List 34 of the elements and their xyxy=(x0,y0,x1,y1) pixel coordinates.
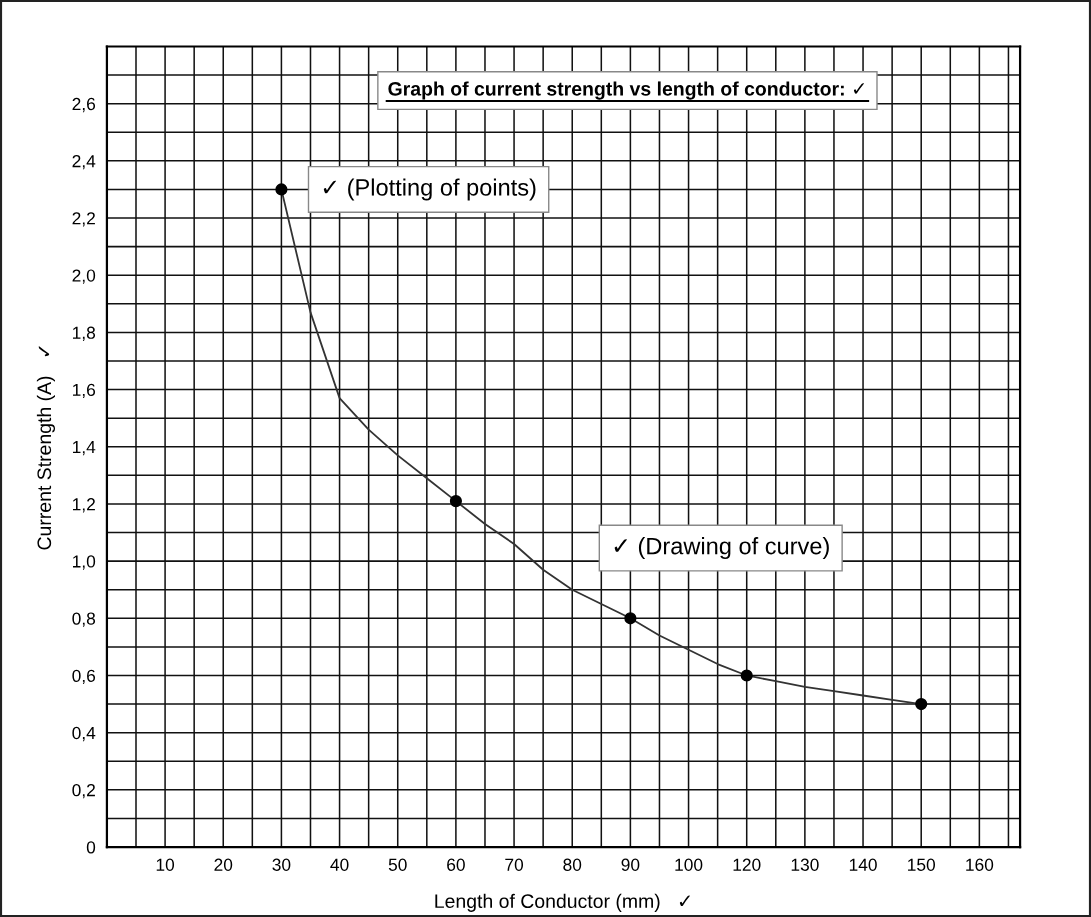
y-axis-title: Current Strength (A) ✓ xyxy=(36,346,56,550)
x-tick-label: 140 xyxy=(849,858,877,871)
y-tick-label: 2,6 xyxy=(72,97,96,113)
x-axis-title: Length of Conductor (mm) ✓ xyxy=(435,893,690,912)
x-tick-label: 70 xyxy=(505,858,524,871)
y-tick-label: 2,0 xyxy=(72,269,96,284)
x-tick-label: 90 xyxy=(621,858,640,871)
x-tick-label: 150 xyxy=(908,858,936,871)
annotation: ✓ (Drawing of curve) xyxy=(614,537,829,560)
x-tick-label: 10 xyxy=(156,858,175,871)
x-tick-label: 60 xyxy=(447,858,465,871)
x-tick-label: 130 xyxy=(791,858,819,871)
y-tick-label: 0,8 xyxy=(72,612,96,627)
y-tick-label: 1,6 xyxy=(73,383,96,399)
y-tick-label: 1,8 xyxy=(73,326,96,341)
y-tick-label: 0 xyxy=(86,841,96,854)
text: Graph of current strength vs length of conductor: ✓ xyxy=(388,81,864,100)
x-tick-label: 160 xyxy=(966,858,994,871)
y-tick-label: 0,6 xyxy=(72,669,96,684)
y-tick-label: 1,0 xyxy=(73,555,96,570)
x-tick-label: 80 xyxy=(563,858,582,871)
y-tick-label: 0,2 xyxy=(72,784,95,799)
x-tick-label: 100 xyxy=(675,858,703,871)
y-tick-label: 1,4 xyxy=(73,441,96,456)
x-tick-label: 50 xyxy=(388,858,407,871)
y-tick-label: 2,4 xyxy=(72,155,96,170)
y-tick-label: 1,2 xyxy=(73,498,95,513)
x-tick-label: 120 xyxy=(733,858,761,871)
x-tick-label: 20 xyxy=(214,858,233,871)
x-tick-label: 30 xyxy=(272,858,291,871)
y-tick-label: 0,4 xyxy=(72,726,96,742)
y-tick-label: 2,2 xyxy=(72,212,95,227)
annotation: ✓ (Plotting of points) xyxy=(323,178,536,201)
x-tick-label: 40 xyxy=(330,858,349,871)
